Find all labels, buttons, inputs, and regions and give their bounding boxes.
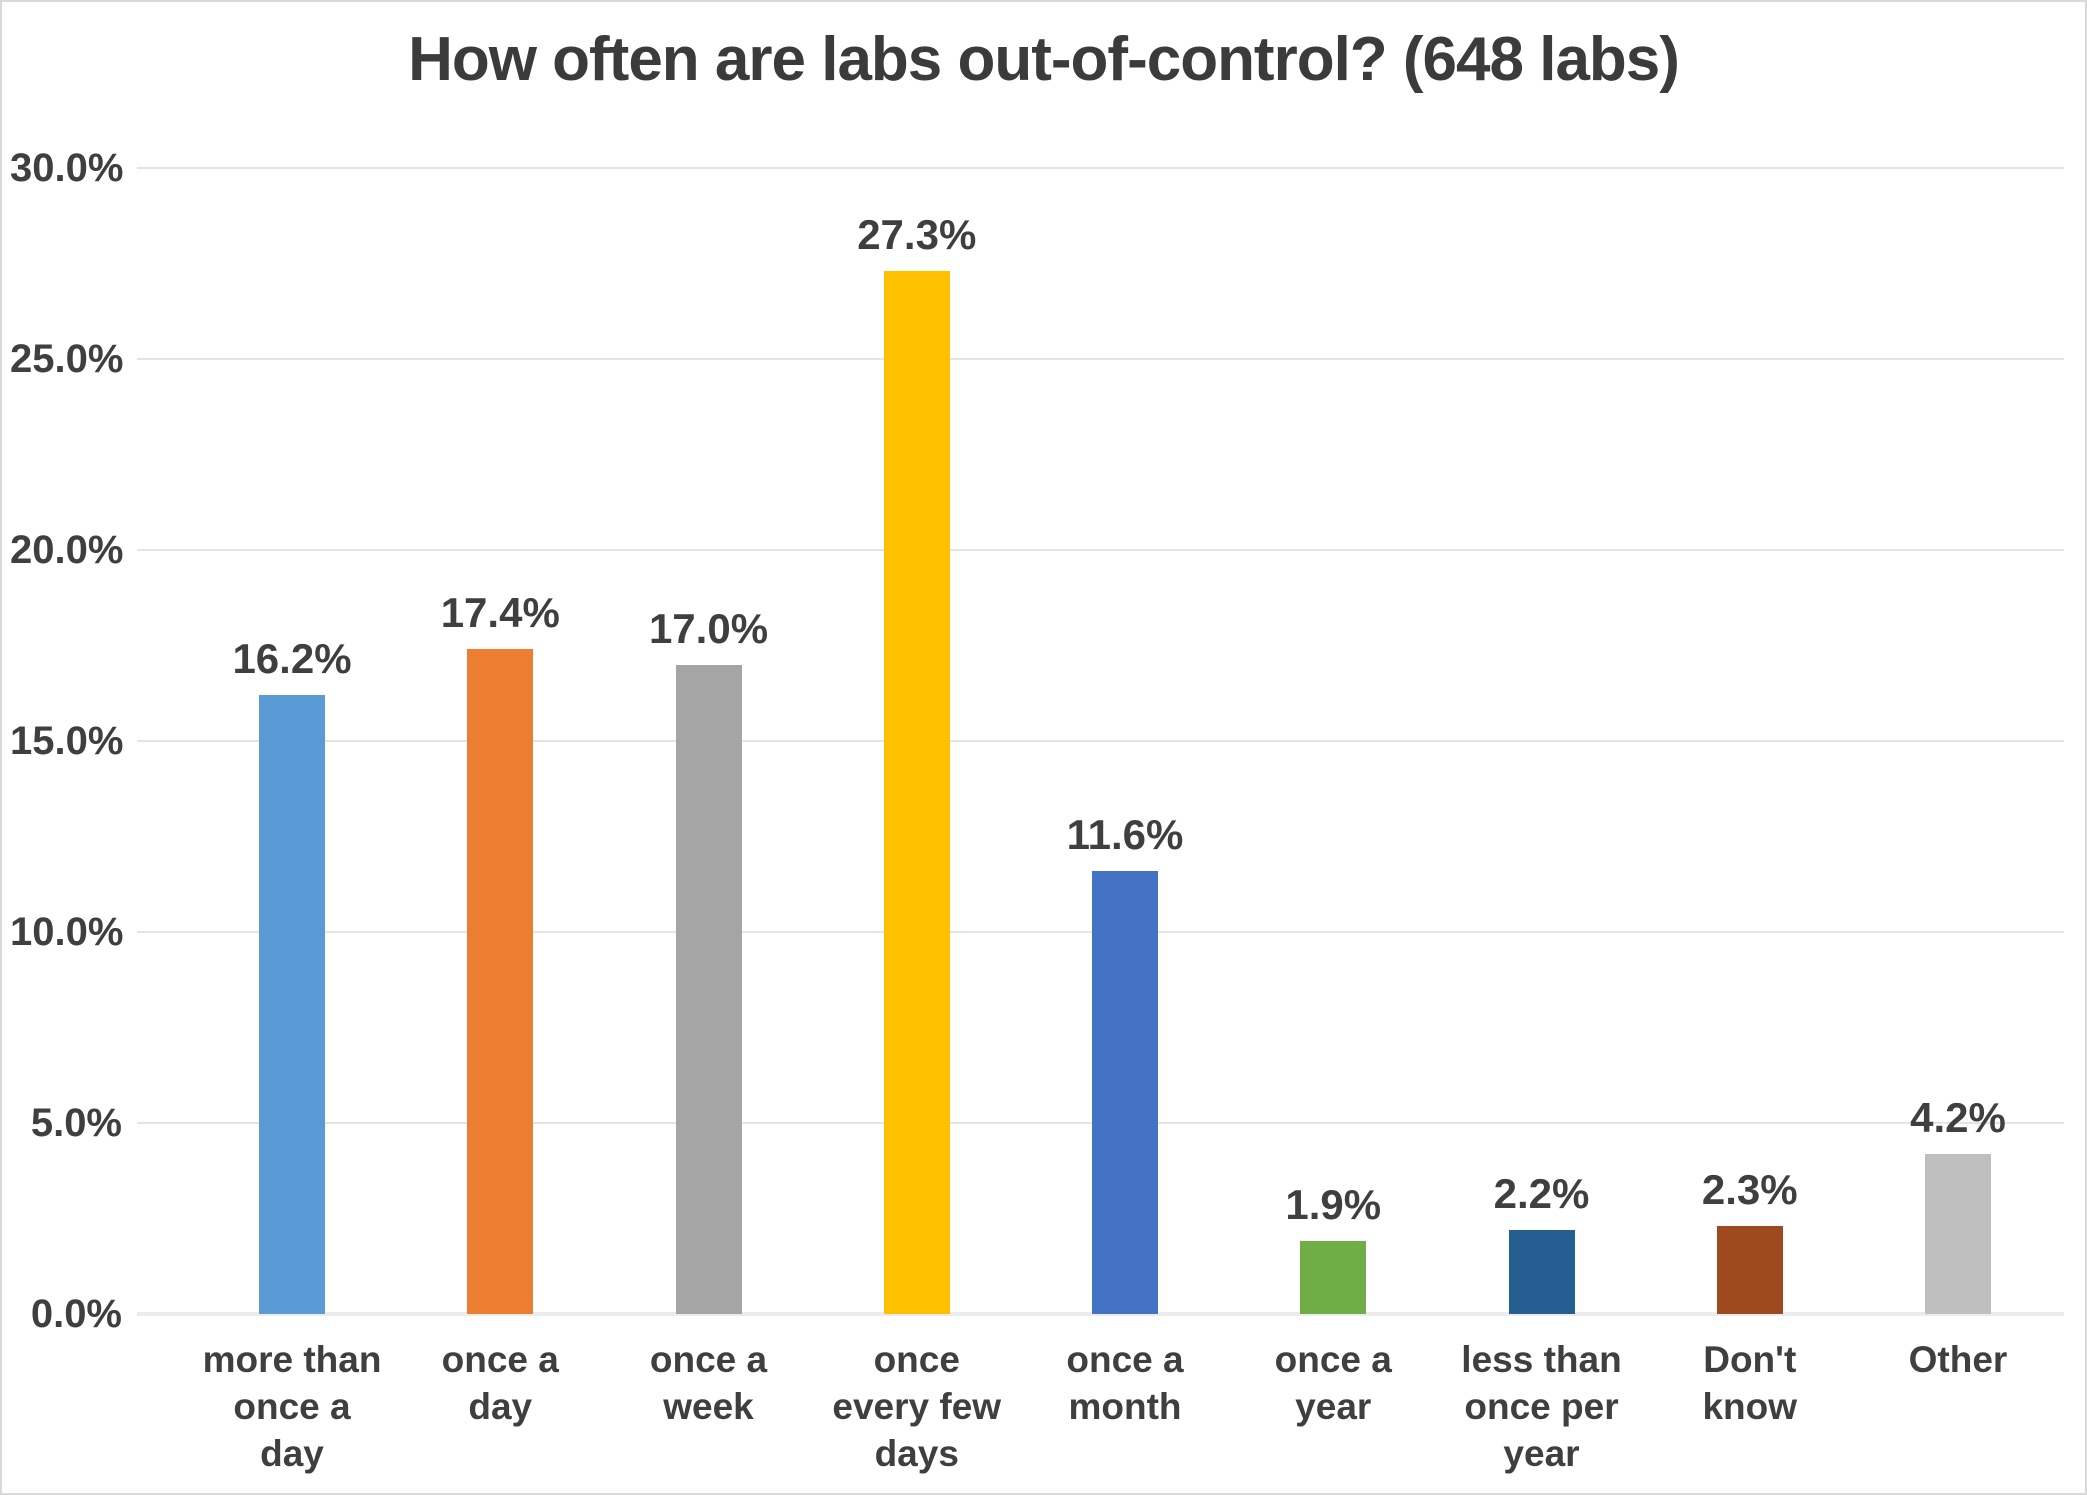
- x-axis-label-less-than-once-per-year: less than once per year: [1461, 1339, 1622, 1474]
- bar-once-every-few-days: [883, 271, 950, 1314]
- chart-title: How often are labs out-of-control? (648 …: [408, 25, 1680, 94]
- data-label-once-a-day: 17.4%: [440, 589, 560, 636]
- data-label-once-every-few-days: 27.3%: [857, 211, 977, 258]
- y-axis-tick-label: 5.0%: [30, 1101, 122, 1145]
- y-axis-tick-label: 20.0%: [10, 528, 124, 572]
- bar-once-a-day: [467, 649, 534, 1314]
- bar-once-a-month: [1092, 871, 1158, 1314]
- bar-more-than-once-a-day: [259, 695, 325, 1314]
- x-axis-label-once-a-week: once a week: [649, 1339, 768, 1427]
- data-label-once-a-year: 1.9%: [1285, 1181, 1382, 1228]
- data-label-less-than-once-per-year: 2.2%: [1493, 1170, 1590, 1217]
- gridline-30.0%: [137, 167, 2064, 169]
- bar-dont-know: [1716, 1226, 1783, 1314]
- y-axis-tick-label: 25.0%: [10, 337, 124, 381]
- y-axis-tick-label: 30.0%: [10, 146, 124, 190]
- x-axis-label-more-than-once-a-day: more than once a day: [202, 1339, 382, 1474]
- bar-less-than-once-per-year: [1508, 1230, 1575, 1314]
- x-axis-label-other: Other: [1908, 1339, 2008, 1380]
- x-axis-label-once-a-day: once a day: [441, 1339, 559, 1427]
- gridline-15.0%: [137, 740, 2064, 742]
- y-axis-tick-label: 0.0%: [30, 1292, 122, 1336]
- y-axis-tick-label: 15.0%: [10, 719, 124, 763]
- y-axis-tick-label: 10.0%: [10, 910, 124, 954]
- bar-once-a-week: [675, 665, 742, 1314]
- data-label-more-than-once-a-day: 16.2%: [232, 635, 352, 682]
- bar-once-a-year: [1300, 1241, 1367, 1314]
- data-label-once-a-week: 17.0%: [648, 605, 769, 652]
- data-label-other: 4.2%: [1910, 1094, 2006, 1141]
- data-label-dont-know: 2.3%: [1701, 1166, 1798, 1213]
- bar-other: [1925, 1154, 1991, 1314]
- x-axis-label-once-every-few-days: once every few days: [832, 1339, 1002, 1474]
- gridline-0.0%: [137, 1312, 2064, 1316]
- x-axis-label-once-a-month: once a month: [1066, 1339, 1184, 1427]
- x-axis-label-once-a-year: once a year: [1274, 1339, 1392, 1427]
- gridline-20.0%: [137, 549, 2064, 551]
- x-axis-label-dont-know: Don't know: [1702, 1339, 1798, 1427]
- data-label-once-a-month: 11.6%: [1066, 811, 1184, 858]
- gridline-25.0%: [137, 358, 2064, 360]
